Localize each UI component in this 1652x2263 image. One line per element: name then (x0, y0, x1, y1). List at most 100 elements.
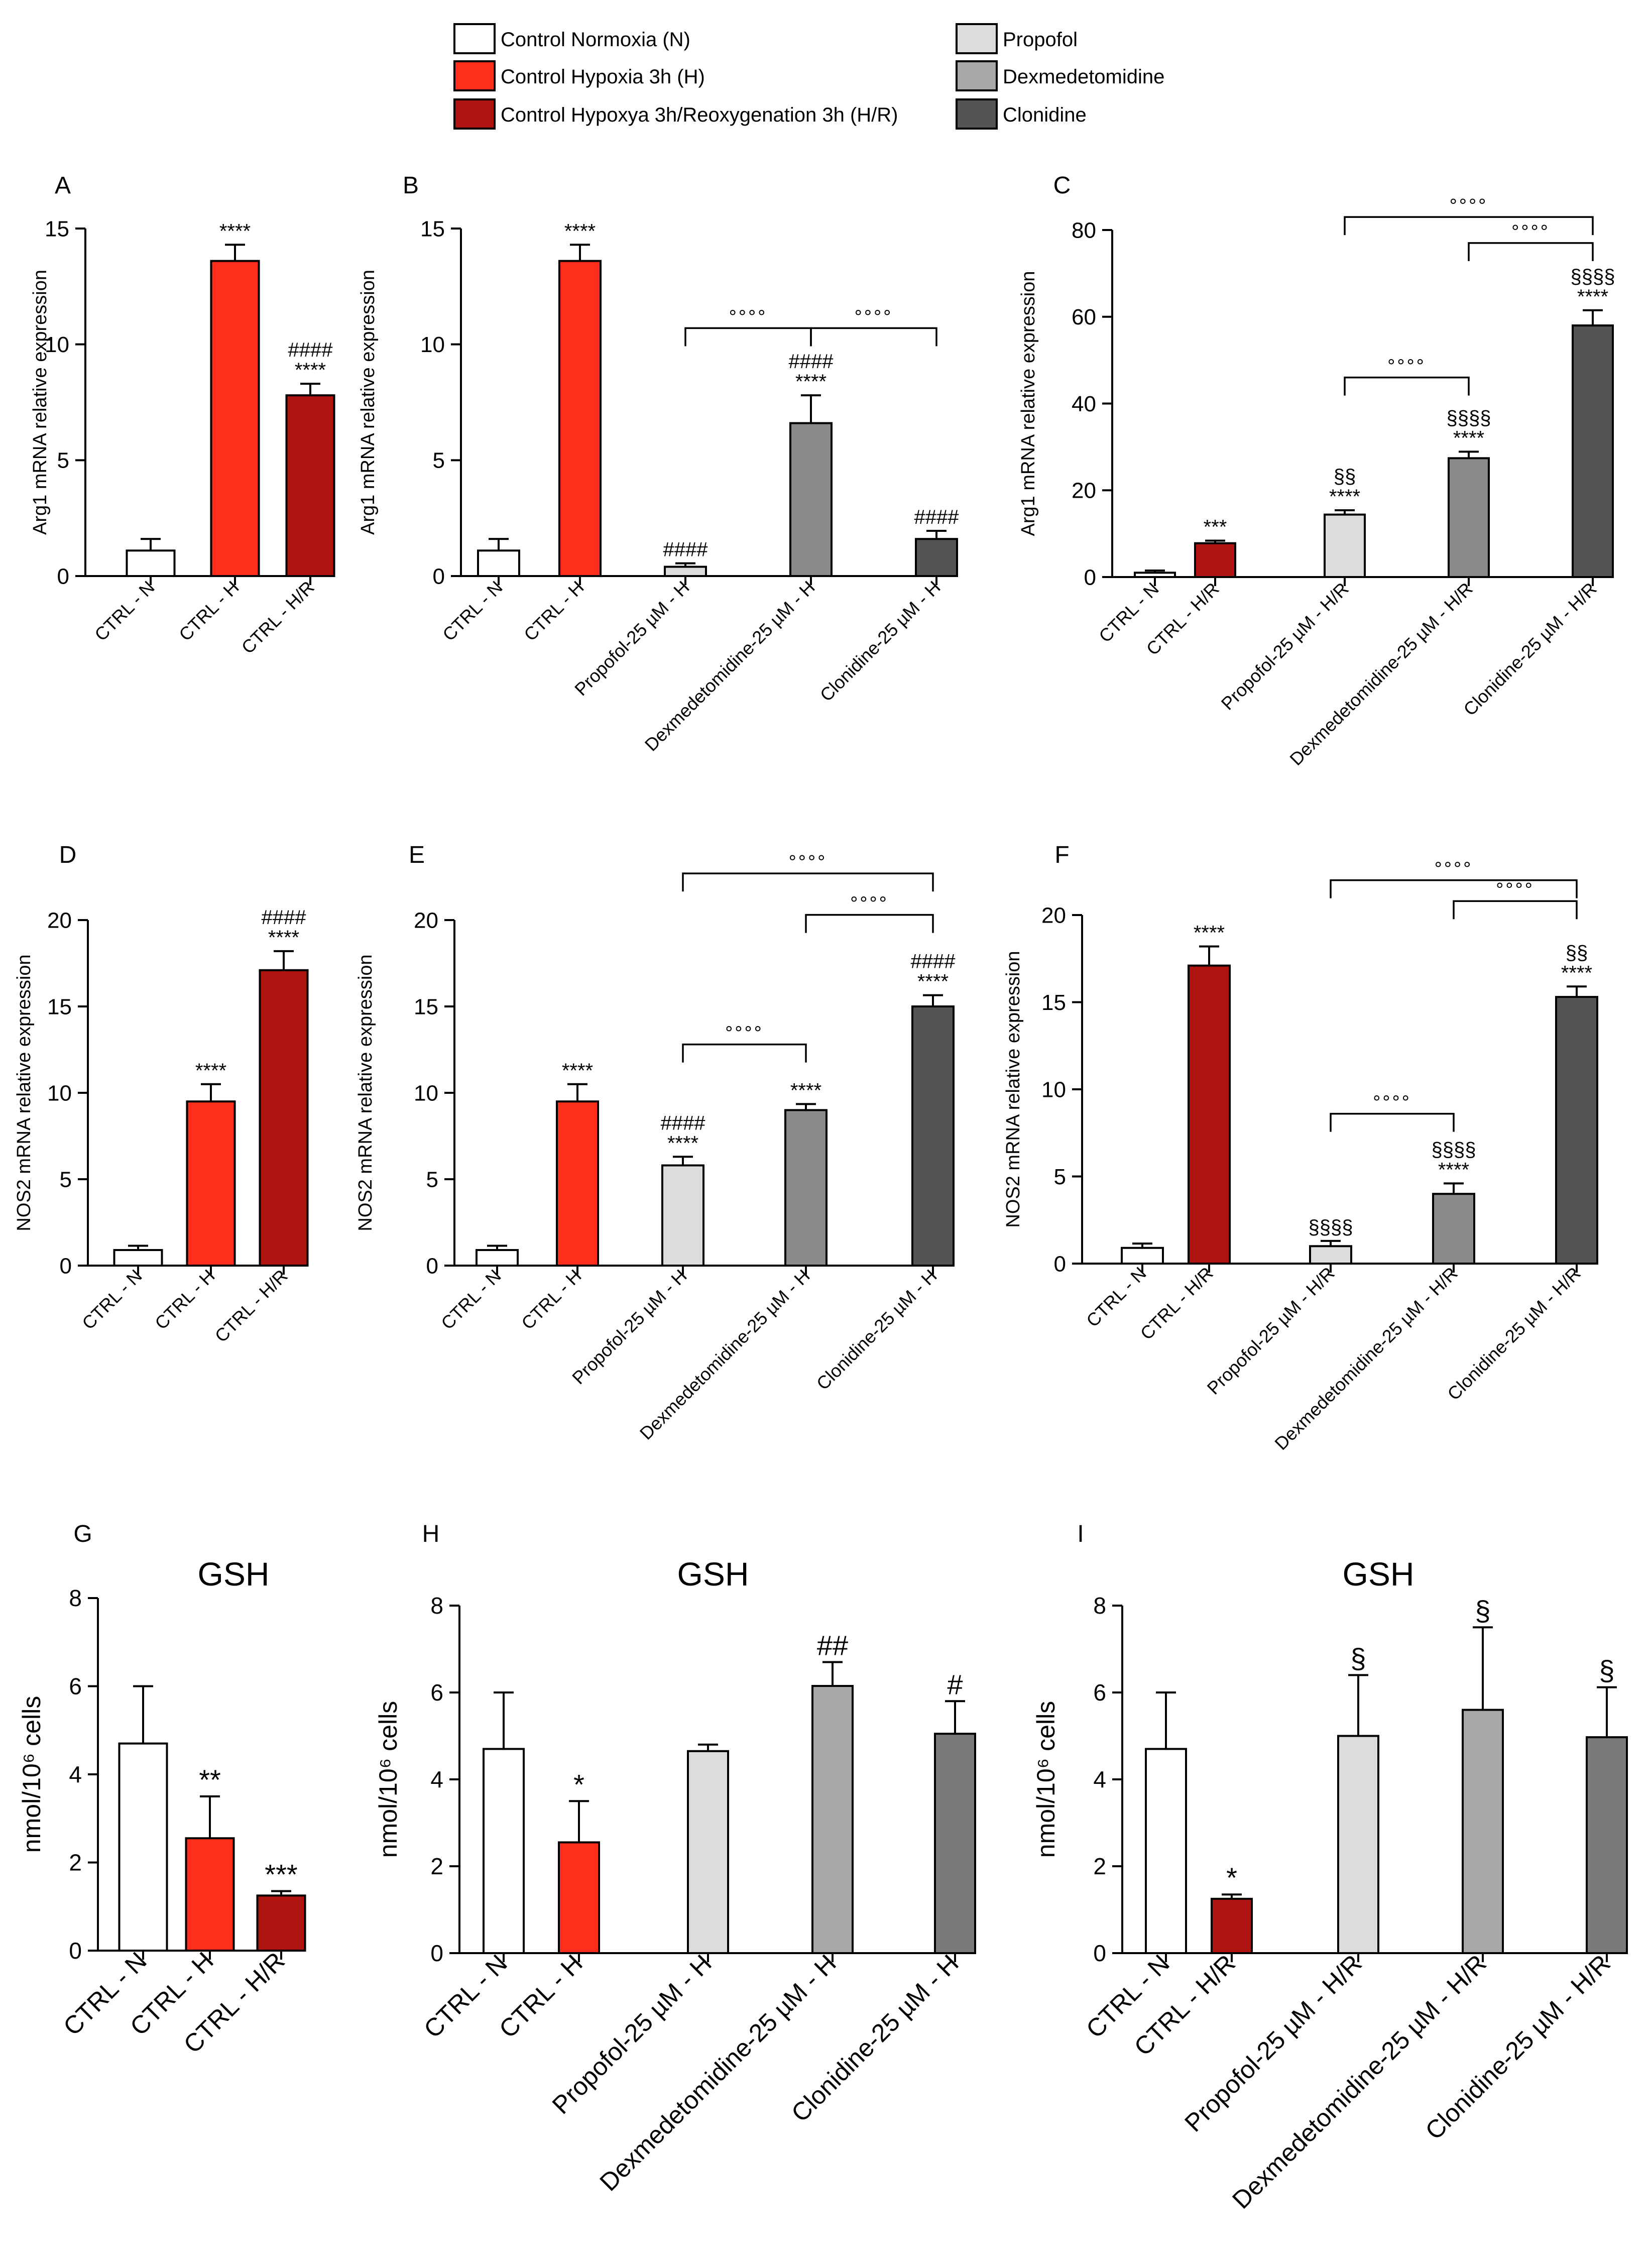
y-tick-label: 5 (433, 448, 445, 473)
significance-label: **** (564, 220, 596, 242)
significance-label: **** (1329, 486, 1360, 508)
significance-label: *** (265, 1859, 297, 1890)
significance-label: #### (914, 506, 960, 528)
y-axis-label: NOS2 mRNA relative expression (355, 954, 376, 1231)
y-tick-label: 10 (420, 332, 445, 357)
legend-swatch-1 (453, 60, 496, 91)
bar-C-4 (1572, 324, 1614, 579)
category-label: CTRL - H/R (211, 1266, 292, 1346)
significance-label: #### (911, 951, 956, 973)
panel-letter: F (1054, 842, 1069, 868)
bar-F-2 (1309, 1245, 1352, 1265)
legend-label-1: Control Hypoxia 3h (H) (501, 66, 705, 88)
y-tick-label: 0 (426, 1254, 438, 1278)
bar-I-0 (1145, 1748, 1187, 1954)
category-label: Clonidine-25 µM - H/R (1459, 579, 1600, 720)
chart-title: GSH (1342, 1555, 1414, 1593)
bar-D-1 (186, 1100, 236, 1267)
panel-letter: E (409, 842, 425, 868)
y-tick-label: 8 (1093, 1593, 1106, 1619)
y-tick-label: 60 (1072, 305, 1096, 329)
panel-E: E 0 5 10 15 20 NOS2 mRNA relative expression CT… (355, 842, 956, 1444)
y-axis-label: NOS2 mRNA relative expression (14, 954, 35, 1231)
category-label: CTRL - N (437, 1266, 505, 1334)
significance-label: ## (817, 1629, 848, 1661)
y-tick-label: 15 (1041, 990, 1066, 1015)
category-label: Clonidine-25 µM - H (812, 1266, 941, 1394)
chart-title: GSH (677, 1555, 749, 1593)
legend-label-2: Control Hypoxya 3h/Reoxygenation 3h (H/R… (501, 104, 898, 126)
y-tick-label: 15 (420, 216, 445, 241)
category-label: CTRL - H (175, 577, 243, 645)
category-label: CTRL - H/R (1136, 1263, 1217, 1344)
y-tick-label: 5 (60, 1167, 72, 1192)
y-tick-label: 2 (1093, 1853, 1106, 1879)
y-axis-label: nmol/10⁶ cells (18, 1696, 46, 1853)
bar-C-1 (1194, 542, 1236, 578)
category-label: Clonidine-25 µM - H (816, 577, 945, 706)
panel-letter: A (55, 172, 71, 199)
legend-label-4: Dexmedetomidine (1003, 66, 1164, 88)
bracket-label: °°°° (1387, 356, 1426, 377)
comparison-bracket (684, 327, 812, 347)
significance-label: **** (1577, 286, 1608, 308)
bracket-label: °°°° (850, 893, 889, 915)
significance-label: * (1226, 1862, 1237, 1893)
significance-label: **** (1453, 427, 1484, 449)
y-tick-label: 0 (430, 1940, 443, 1966)
significance-label: #### (262, 907, 307, 929)
y-tick-label: 0 (60, 1254, 72, 1278)
y-tick-label: 15 (414, 994, 438, 1019)
significance-label: **** (795, 371, 827, 393)
significance-label: #### (789, 351, 834, 373)
panel-letter: I (1077, 1521, 1084, 1547)
bar-C-3 (1448, 457, 1490, 579)
bar-I-4 (1586, 1736, 1628, 1954)
chart-title: GSH (197, 1555, 269, 1593)
category-label: CTRL - N (78, 1266, 146, 1334)
bar-H-1 (558, 1841, 600, 1955)
significance-label: ** (199, 1764, 221, 1795)
legend-swatch-5 (956, 98, 998, 130)
category-label: CTRL - H (517, 1266, 585, 1334)
panel-letter: C (1053, 172, 1071, 199)
bracket-label: °°°° (729, 306, 768, 327)
y-tick-label: 0 (57, 564, 69, 589)
bar-I-2 (1337, 1735, 1379, 1954)
significance-label: #### (661, 1112, 706, 1134)
bracket-label: °°°° (789, 852, 828, 873)
significance-label: #### (663, 539, 709, 561)
bracket-label: °°°° (1496, 879, 1535, 900)
bar-G-2 (256, 1894, 306, 1952)
panels: A 0 5 10 15 Arg1 mRNA relative expression CTRL… (14, 172, 1628, 2214)
comparison-bracket (682, 1043, 807, 1063)
category-label: CTRL - N (90, 577, 159, 645)
category-label: CTRL - H (151, 1266, 219, 1334)
y-axis-label: Arg1 mRNA relative expression (1018, 271, 1039, 536)
bar-E-0 (476, 1249, 519, 1267)
bar-C-2 (1324, 513, 1366, 578)
y-tick-label: 5 (1054, 1165, 1066, 1189)
y-tick-label: 0 (69, 1938, 82, 1964)
panel-B: B 0 5 10 15 Arg1 mRNA relative expression CTRL… (358, 172, 959, 755)
y-tick-label: 4 (430, 1766, 443, 1792)
panel-letter: B (403, 172, 419, 199)
category-label: CTRL - H (494, 1949, 588, 2044)
panel-letter: G (73, 1521, 92, 1547)
y-tick-label: 4 (69, 1761, 82, 1787)
bar-F-0 (1121, 1247, 1164, 1265)
y-tick-label: 10 (1041, 1077, 1066, 1102)
bar-A-1 (210, 260, 260, 577)
panel-F: F 0 5 10 15 20 NOS2 mRNA relative expression CT… (1003, 842, 1598, 1454)
bar-H-4 (934, 1733, 976, 1955)
bar-H-3 (811, 1685, 854, 1954)
y-tick-label: 6 (430, 1679, 443, 1706)
y-tick-label: 6 (1093, 1679, 1106, 1706)
comparison-bracket (682, 872, 934, 892)
legend-label-0: Control Normoxia (N) (501, 29, 690, 51)
y-axis-label: NOS2 mRNA relative expression (1003, 951, 1024, 1227)
significance-label: §§ (1334, 466, 1356, 488)
y-tick-label: 8 (430, 1593, 443, 1619)
